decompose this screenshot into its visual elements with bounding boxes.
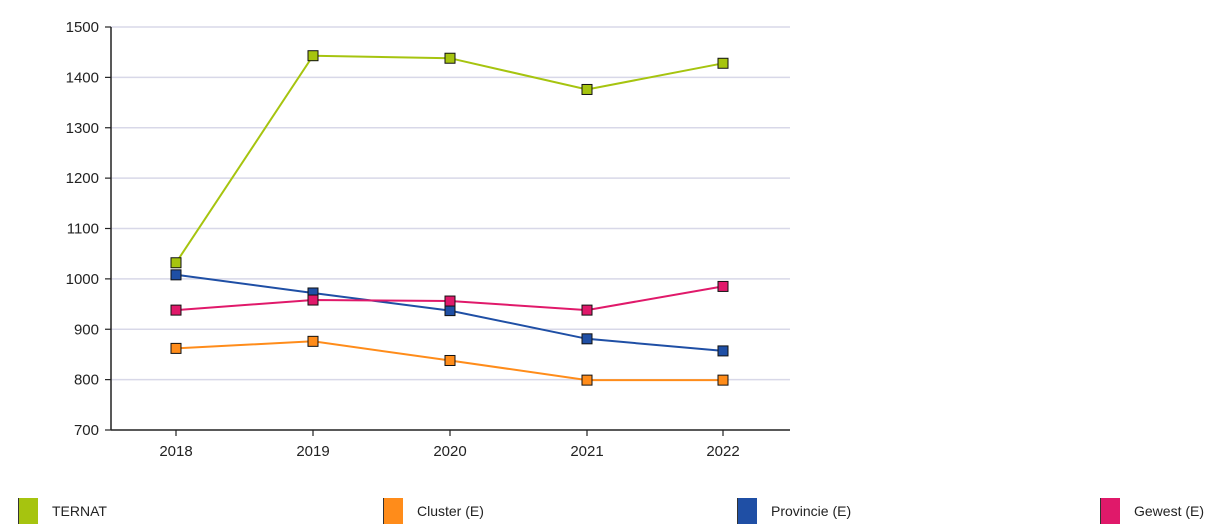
x-tick-label: 2019 bbox=[296, 443, 329, 460]
y-tick-label: 1000 bbox=[66, 271, 99, 288]
y-tick-label: 1400 bbox=[66, 69, 99, 86]
y-tick-label: 700 bbox=[74, 422, 99, 439]
y-tick-label: 1500 bbox=[66, 19, 99, 36]
legend-label-provincie: Provincie (E) bbox=[771, 503, 852, 519]
legend-swatch-gewest bbox=[1100, 498, 1120, 524]
y-tick-label: 1200 bbox=[66, 170, 99, 187]
data-point-ternat bbox=[581, 83, 593, 95]
legend-item-provincie: Provincie (E) bbox=[737, 496, 851, 526]
y-tick-label: 1100 bbox=[67, 221, 99, 238]
data-point-gewest-e bbox=[717, 280, 729, 292]
data-point-gewest-e bbox=[444, 295, 456, 307]
y-tick-label: 800 bbox=[74, 372, 99, 389]
x-tick-label: 2018 bbox=[159, 443, 192, 460]
gridlines bbox=[111, 26, 790, 381]
series-line-ternat bbox=[175, 54, 724, 264]
legend-item-cluster: Cluster (E) bbox=[383, 496, 484, 526]
data-point-ternat bbox=[444, 52, 456, 64]
legend-item-gewest: Gewest (E) bbox=[1100, 496, 1204, 526]
data-point-ternat bbox=[170, 257, 182, 269]
legend-swatch-provincie bbox=[737, 498, 757, 524]
data-point-cluster-e bbox=[170, 342, 182, 354]
x-axis-ticks: 2018 2019 2020 2021 2022 bbox=[159, 430, 740, 460]
series-group bbox=[170, 50, 729, 386]
data-point-cluster-e bbox=[717, 374, 729, 386]
legend-swatch-ternat bbox=[18, 498, 38, 524]
legend-item-ternat: TERNAT bbox=[18, 496, 107, 526]
y-axis-ticks: 700 800 900 1000 1100 1200 1300 1400 1500 bbox=[66, 19, 111, 439]
data-point-gewest-e bbox=[581, 304, 593, 316]
x-tick-label: 2020 bbox=[433, 443, 466, 460]
data-point-gewest-e bbox=[307, 294, 319, 306]
y-tick-label: 1300 bbox=[66, 120, 99, 137]
data-point-provincie-e bbox=[444, 305, 456, 317]
legend-label-gewest: Gewest (E) bbox=[1134, 503, 1205, 519]
data-point-provincie-e bbox=[717, 345, 729, 357]
legend-label-ternat: TERNAT bbox=[52, 503, 107, 519]
data-point-cluster-e bbox=[307, 335, 319, 347]
legend: TERNAT Cluster (E) Provincie (E) Gewest … bbox=[0, 496, 1228, 530]
data-point-gewest-e bbox=[170, 304, 182, 316]
legend-label-cluster: Cluster (E) bbox=[417, 503, 484, 519]
data-point-cluster-e bbox=[581, 374, 593, 386]
y-tick-label: 900 bbox=[74, 321, 99, 338]
data-point-provincie-e bbox=[170, 269, 182, 281]
data-point-ternat bbox=[717, 57, 729, 69]
legend-swatch-cluster bbox=[383, 498, 403, 524]
data-point-provincie-e bbox=[581, 333, 593, 345]
x-tick-label: 2022 bbox=[706, 443, 739, 460]
x-tick-label: 2021 bbox=[570, 443, 603, 460]
data-point-ternat bbox=[307, 50, 319, 62]
data-point-cluster-e bbox=[444, 354, 456, 366]
